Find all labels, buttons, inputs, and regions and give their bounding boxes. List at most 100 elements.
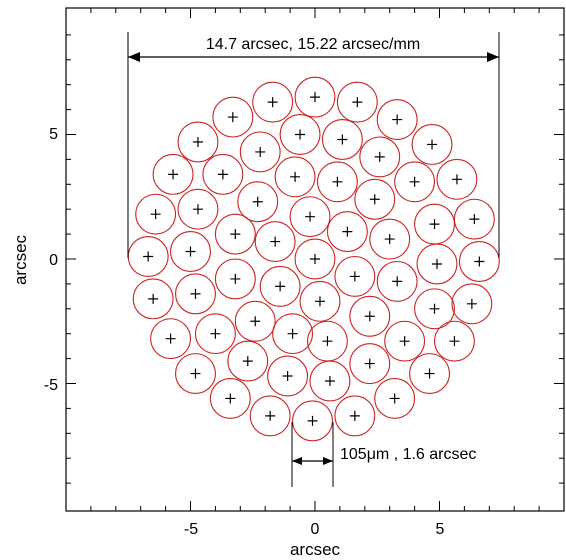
fiber-center-marker-7 (192, 136, 203, 147)
fiber-center-marker-16 (451, 174, 462, 185)
fiber-circle-27 (369, 218, 411, 260)
fiber-center-marker-13 (290, 171, 301, 182)
fiber-circle-25 (254, 221, 296, 263)
y-ticks (66, 34, 564, 484)
fiber-center-marker-41 (466, 298, 477, 309)
fiber-center-marker-26 (342, 226, 353, 237)
fiber-center-marker-59 (349, 410, 360, 421)
fiber-center-marker-1 (267, 97, 278, 108)
x-tick-label-5: 5 (436, 521, 445, 538)
fiber-center-marker-22 (429, 219, 440, 230)
fiber-circle-57 (374, 377, 416, 419)
fiber-circle-58 (249, 395, 291, 437)
fiber-center-marker-14 (332, 176, 343, 187)
fiber-circle-39 (299, 280, 341, 322)
fiber-circle-3 (212, 96, 254, 138)
fiber-circle-29 (170, 231, 211, 273)
fiber-center-marker-57 (389, 393, 400, 404)
fiber-center-marker-49 (449, 336, 460, 347)
fiber-center-marker-35 (349, 271, 360, 282)
y-tick-label-0: 0 (49, 252, 58, 269)
fiber-center-marker-58 (265, 410, 276, 421)
fiber-size-annotation: 105μm , 1.6 arcsec (291, 422, 476, 487)
fiber-circle-17 (237, 181, 279, 223)
fiber-circle-55 (409, 353, 451, 395)
fiber-center-marker-12 (217, 169, 228, 180)
fiber-center-marker-25 (270, 236, 281, 247)
fiber-circle-32 (458, 241, 500, 282)
fiber-center-marker-32 (474, 256, 485, 267)
fiber-circle-16 (436, 158, 478, 200)
fiber-circle-53 (267, 355, 309, 397)
y-axis-label: arcsec (11, 234, 30, 285)
fiber-center-marker-33 (230, 273, 241, 284)
fiber-circle-18 (354, 178, 396, 220)
fiber-circle-46 (272, 313, 314, 355)
fiber-circle-13 (274, 156, 316, 198)
fiber-center-marker-42 (250, 316, 261, 327)
fiber-size-arrowhead-right (323, 457, 333, 465)
fiber-circle-59 (334, 395, 376, 437)
x-tick-label-neg5: -5 (184, 521, 198, 538)
fiber-center-marker-2 (352, 97, 363, 108)
fiber-circle-31 (416, 243, 458, 285)
fiber-center-marker-17 (252, 196, 263, 207)
fiber-center-marker-53 (282, 371, 293, 382)
fiber-center-marker-48 (399, 336, 410, 347)
fiber-circle-12 (202, 153, 244, 195)
fiber-circle-54 (309, 360, 351, 402)
fiber-circle-43 (349, 295, 391, 337)
fiber-circle-14 (316, 161, 358, 203)
fiber-center-marker-15 (409, 176, 420, 187)
bundle-width-arrowhead-right (487, 52, 499, 62)
fiber-circle-19 (135, 193, 177, 235)
fiber-circle-52 (175, 353, 216, 395)
fiber-circle-15 (394, 161, 436, 203)
fiber-center-marker-36 (392, 276, 403, 287)
fiber-center-marker-24 (230, 229, 241, 240)
fiber-circle-4 (376, 99, 418, 141)
fiber-circle-40 (414, 288, 455, 330)
fiber-center-marker-56 (225, 393, 236, 404)
fiber-center-marker-6 (337, 134, 348, 145)
fiber-center-marker-10 (374, 151, 385, 162)
fiber-circle-33 (214, 258, 256, 300)
fiber-circle-9 (239, 131, 281, 173)
fiber-circle-36 (376, 260, 418, 302)
fiber-circles (127, 76, 500, 442)
fiber-circle-56 (209, 377, 251, 419)
fiber-center-marker-19 (150, 209, 161, 220)
fiber-center-marker-0 (310, 92, 320, 103)
fiber-circle-1 (252, 81, 294, 123)
fiber-center-marker-3 (227, 112, 238, 123)
fiber-circle-50 (227, 340, 269, 382)
x-axis-label: arcsec (290, 540, 341, 559)
fiber-circle-0 (294, 76, 336, 118)
bundle-width-label: 14.7 arcsec, 15.22 arcsec/mm (206, 36, 420, 53)
fiber-center-marker-46 (287, 328, 298, 339)
fiber-center-marker-51 (364, 358, 375, 369)
fiber-circle-38 (175, 273, 216, 315)
fiber-circle-35 (334, 255, 376, 297)
fiber-circle-10 (359, 136, 401, 178)
fiber-center-marker-54 (324, 376, 335, 387)
fiber-center-marker-37 (148, 293, 159, 304)
fiber-size-arrowhead-left (292, 457, 302, 465)
fiber-center-marker-39 (314, 296, 325, 307)
fiber-center-marker-28 (143, 251, 154, 262)
bundle-width-arrowhead-left (128, 52, 140, 62)
fiber-center-marker-20 (192, 204, 203, 215)
fiber-size-label: 105μm , 1.6 arcsec (340, 446, 476, 463)
fiber-center-marker-31 (432, 258, 443, 269)
fiber-center-marker-23 (469, 214, 480, 225)
fiber-center-marker-38 (190, 288, 201, 299)
fiber-center-marker-55 (424, 368, 435, 379)
fiber-center-marker-4 (392, 114, 403, 125)
fiber-center-marker-8 (427, 139, 438, 150)
fiber-circle-42 (234, 300, 276, 342)
x-tick-label-0: 0 (311, 521, 320, 538)
fiber-center-marker-5 (295, 129, 306, 140)
fiber-circle-20 (177, 188, 219, 230)
fiber-center-marker-29 (185, 246, 196, 257)
